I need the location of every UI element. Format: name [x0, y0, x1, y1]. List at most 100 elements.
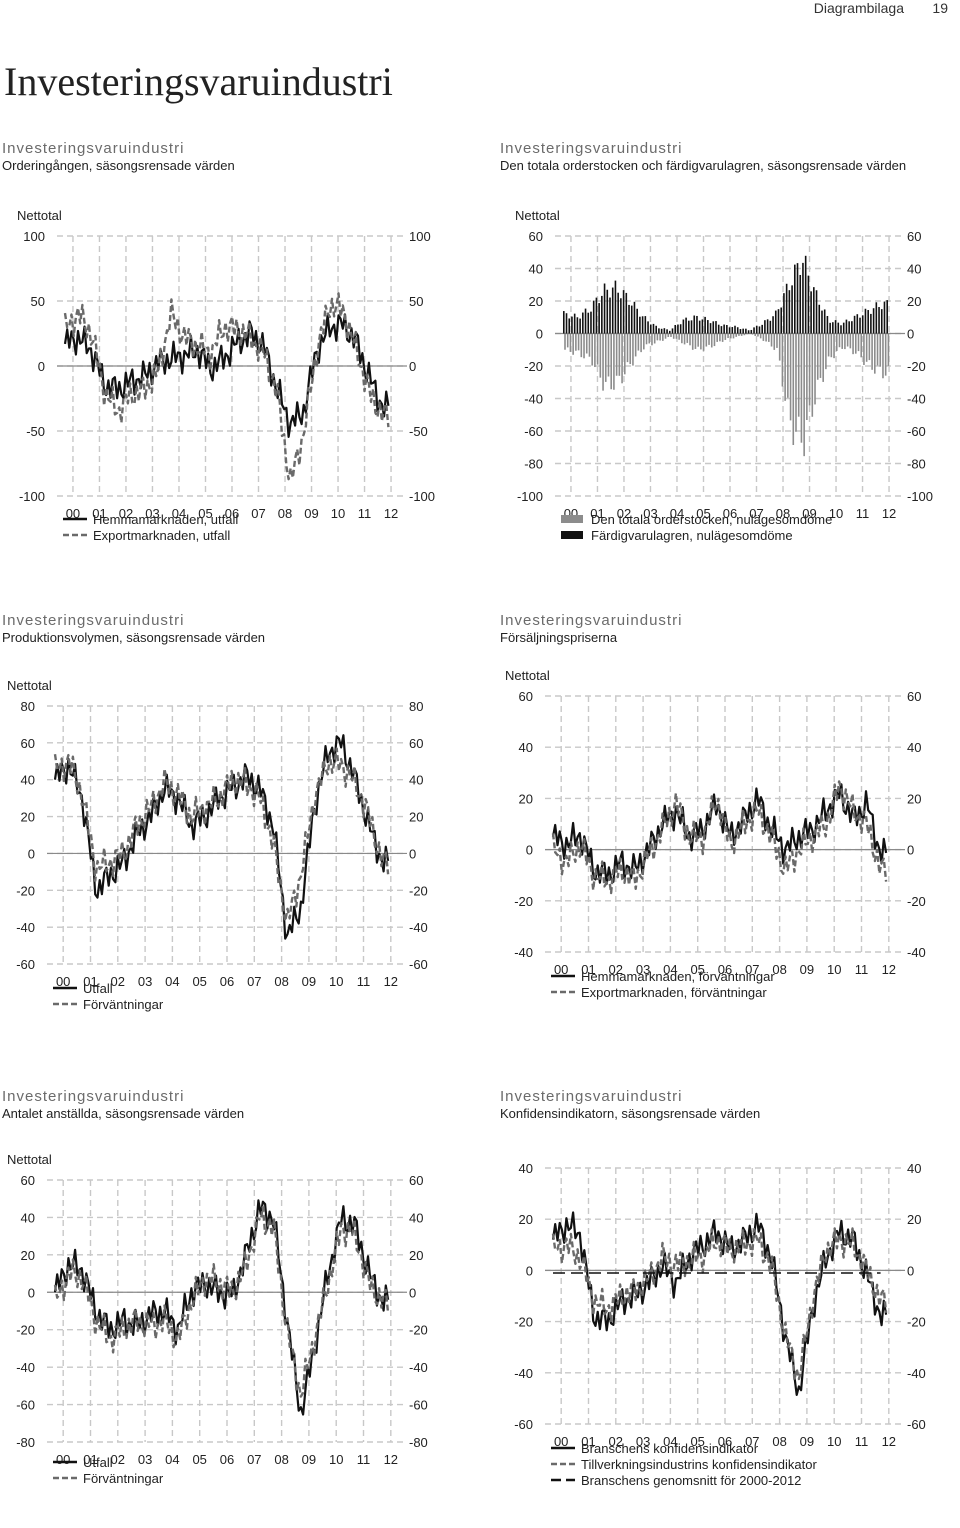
y-tick-label-right: 50 [409, 294, 423, 309]
bar-orderstock [833, 334, 835, 359]
bar-fardigvarulager [601, 296, 603, 334]
y-tick-label: -20 [16, 1323, 35, 1338]
bar-orderstock [809, 334, 811, 406]
legend-label: Färdigvarulagren, nulägesomdöme [591, 528, 793, 543]
bar-fardigvarulager [865, 309, 867, 334]
bar-orderstock [744, 334, 746, 336]
bar-fardigvarulager [634, 302, 636, 334]
legend-label: Branschens genomsnitt för 2000-2012 [581, 1473, 801, 1488]
bar-fardigvarulager [691, 320, 693, 333]
bar-orderstock [714, 334, 716, 347]
y-tick-label-right: 0 [907, 843, 914, 858]
bar-fardigvarulager [748, 330, 750, 333]
bar-fardigvarulager [789, 290, 791, 333]
bar-fardigvarulager [617, 293, 619, 334]
bar-orderstock [651, 334, 653, 346]
bar-orderstock [719, 334, 721, 342]
bar-orderstock [591, 334, 593, 366]
bar-orderstock [597, 334, 599, 365]
legend-label: Den totala orderstocken, nulägesomdöme [591, 512, 832, 527]
x-tick-label: 09 [800, 962, 814, 977]
y-tick-label-right: -20 [907, 359, 926, 374]
bar-orderstock [844, 334, 846, 350]
bar-fardigvarulager [786, 284, 788, 334]
x-tick-label: 06 [220, 974, 234, 989]
bar-orderstock [782, 334, 784, 387]
x-tick-label: 12 [384, 1452, 398, 1467]
bar-orderstock [708, 334, 710, 345]
bar-orderstock [763, 334, 765, 341]
bar-fardigvarulager [650, 324, 652, 333]
bar-fardigvarulager [780, 308, 782, 334]
y-tick-label: -50 [26, 424, 45, 439]
bar-fardigvarulager [604, 284, 606, 334]
bar-fardigvarulager [813, 287, 815, 333]
bar-orderstock [684, 334, 686, 345]
bar-fardigvarulager [683, 320, 685, 334]
y-tick-label-right: 80 [409, 699, 423, 714]
y-tick-label: -40 [514, 1366, 533, 1381]
bar-fardigvarulager [655, 326, 657, 334]
bar-fardigvarulager [824, 309, 826, 333]
bar-fardigvarulager [672, 328, 674, 333]
x-tick-label: 09 [304, 506, 318, 521]
bar-orderstock [784, 334, 786, 401]
bar-orderstock [730, 334, 732, 339]
bar-fardigvarulager [881, 309, 883, 333]
x-tick-label: 11 [358, 506, 372, 521]
y-tick-label-right: -40 [907, 945, 926, 960]
bar-fardigvarulager [775, 311, 777, 334]
y-tick-label-right: 0 [409, 359, 416, 374]
x-tick-label: 05 [192, 974, 206, 989]
y-tick-label-right: 60 [907, 689, 921, 704]
chart-panel-produktionsvolymen: Investeringsvaruindustri Produktionsvoly… [2, 612, 462, 1052]
bar-fardigvarulager [606, 290, 608, 334]
series-line [553, 1228, 886, 1380]
bar-orderstock [695, 334, 697, 349]
bar-orderstock [757, 334, 759, 337]
x-tick-label: 00 [554, 962, 568, 977]
bar-fardigvarulager [734, 326, 736, 334]
y-tick-label: -60 [16, 1398, 35, 1413]
y-tick-label: 60 [529, 229, 543, 244]
y-tick-label: 0 [28, 1285, 35, 1300]
y-tick-label-right: -80 [409, 1435, 428, 1450]
x-tick-label: 08 [278, 506, 292, 521]
bar-orderstock [779, 334, 781, 361]
bar-fardigvarulager [745, 329, 747, 334]
bar-orderstock [765, 334, 767, 342]
bar-orderstock [564, 334, 566, 350]
x-tick-label: 09 [800, 1434, 814, 1449]
bar-fardigvarulager [799, 275, 801, 334]
bar-orderstock [572, 334, 574, 355]
chart-panel-antalet-anstallda: Investeringsvaruindustri Antalet anställ… [2, 1088, 462, 1528]
y-tick-label-right: 40 [907, 262, 921, 277]
bar-orderstock [852, 334, 854, 355]
bar-fardigvarulager [590, 312, 592, 334]
y-tick-label: 40 [21, 773, 35, 788]
bar-orderstock [877, 334, 879, 366]
bar-orderstock [716, 334, 718, 342]
bar-fardigvarulager [810, 291, 812, 333]
legend-label: Utfall [83, 1455, 113, 1470]
y-tick-label-right: -60 [409, 1398, 428, 1413]
bar-orderstock [801, 334, 803, 443]
y-tick-label: -40 [524, 392, 543, 407]
bar-orderstock [812, 334, 814, 417]
bar-orderstock [583, 334, 585, 359]
bar-fardigvarulager [707, 320, 709, 333]
series-line [55, 749, 388, 922]
x-tick-label: 11 [856, 506, 870, 521]
y-tick-label: 60 [21, 736, 35, 751]
bar-fardigvarulager [857, 314, 859, 333]
y-tick-label-right: -40 [409, 1360, 428, 1375]
bar-fardigvarulager [631, 306, 633, 334]
y-tick-label-right: 100 [409, 229, 431, 244]
bar-orderstock [787, 334, 789, 398]
y-tick-label-right: -100 [409, 489, 435, 504]
bar-fardigvarulager [723, 325, 725, 334]
bar-fardigvarulager [759, 326, 761, 333]
x-tick-label: 08 [772, 1434, 786, 1449]
y-tick-label-right: 0 [907, 327, 914, 342]
bar-orderstock [654, 334, 656, 344]
